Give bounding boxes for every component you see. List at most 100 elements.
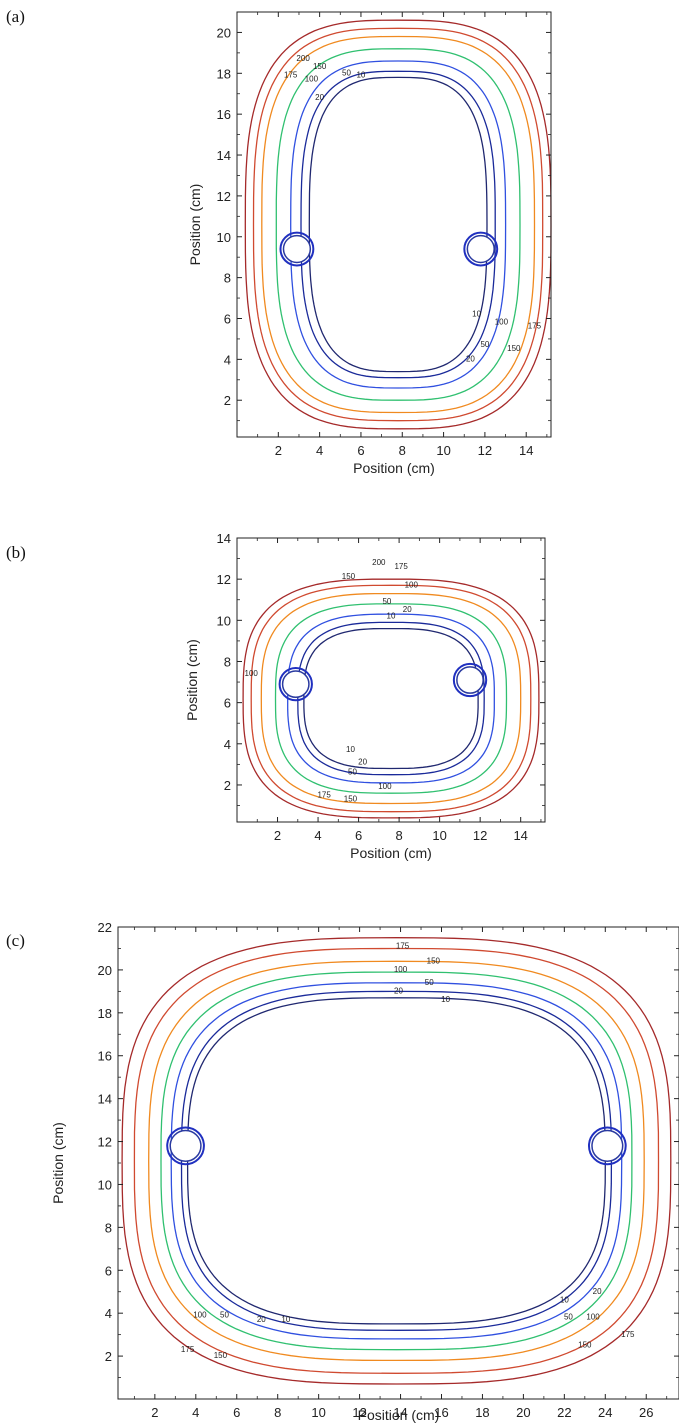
x-tick-label: 12 bbox=[473, 828, 487, 843]
contour-label: 175 bbox=[181, 1345, 195, 1354]
y-tick-label: 8 bbox=[224, 654, 231, 669]
y-tick-label: 6 bbox=[105, 1263, 112, 1278]
contour-line-200 bbox=[121, 937, 672, 1385]
contour-label: 175 bbox=[621, 1330, 635, 1339]
contour-label: 100 bbox=[193, 1310, 207, 1319]
y-tick-label: 14 bbox=[217, 148, 231, 163]
contour-label: 150 bbox=[313, 62, 327, 71]
x-tick-label: 4 bbox=[316, 443, 323, 458]
contour-line-10 bbox=[308, 76, 488, 373]
y-tick-label: 12 bbox=[217, 572, 231, 587]
y-tick-label: 18 bbox=[217, 66, 231, 81]
contour-label: 50 bbox=[348, 768, 357, 777]
marker-ring bbox=[452, 662, 488, 698]
x-tick-label: 8 bbox=[395, 828, 402, 843]
contour-label: 20 bbox=[358, 757, 367, 766]
contour-label: 150 bbox=[344, 794, 358, 803]
x-tick-label: 8 bbox=[399, 443, 406, 458]
contour-line-20 bbox=[180, 990, 613, 1331]
marker-circle bbox=[591, 1129, 624, 1162]
contour-label: 50 bbox=[564, 1313, 573, 1322]
contour-label: 10 bbox=[441, 995, 450, 1004]
panel-label: (b) bbox=[6, 543, 26, 562]
marker-circle bbox=[282, 234, 312, 264]
contour-label: 150 bbox=[427, 956, 441, 965]
x-tick-label: 20 bbox=[516, 1405, 530, 1420]
contour-line-100 bbox=[275, 48, 521, 401]
y-tick-label: 10 bbox=[217, 613, 231, 628]
y-tick-label: 2 bbox=[105, 1349, 112, 1364]
contour-label: 150 bbox=[214, 1351, 228, 1360]
contour-label: 100 bbox=[394, 965, 408, 974]
contour-label: 175 bbox=[394, 562, 408, 571]
contour-line-20 bbox=[300, 70, 496, 379]
x-axis-title: Position (cm) bbox=[353, 460, 435, 476]
contour-line-50 bbox=[287, 613, 495, 784]
contour-line-100 bbox=[160, 971, 633, 1351]
contour-label: 50 bbox=[382, 597, 391, 606]
contour-label: 175 bbox=[284, 70, 298, 79]
contour-label: 100 bbox=[245, 669, 259, 678]
x-tick-label: 6 bbox=[233, 1405, 240, 1420]
marker-ring bbox=[279, 231, 315, 267]
marker-circle bbox=[466, 234, 495, 264]
marker-circle bbox=[456, 666, 484, 694]
contour-label: 50 bbox=[220, 1310, 229, 1319]
contour-label: 10 bbox=[472, 309, 481, 318]
contour-label: 10 bbox=[281, 1315, 290, 1324]
x-tick-label: 12 bbox=[478, 443, 492, 458]
y-tick-label: 20 bbox=[98, 963, 112, 978]
x-tick-label: 14 bbox=[519, 443, 533, 458]
y-tick-label: 16 bbox=[217, 107, 231, 122]
y-tick-label: 4 bbox=[224, 352, 231, 367]
y-tick-label: 10 bbox=[98, 1177, 112, 1192]
marker-ring bbox=[463, 231, 499, 267]
x-tick-label: 14 bbox=[393, 1405, 407, 1420]
x-tick-label: 4 bbox=[314, 828, 321, 843]
x-tick-label: 10 bbox=[436, 443, 450, 458]
contour-line-50 bbox=[290, 60, 507, 389]
x-tick-label: 10 bbox=[311, 1405, 325, 1420]
x-tick-label: 2 bbox=[275, 443, 282, 458]
contour-label: 20 bbox=[315, 93, 324, 102]
x-tick-label: 2 bbox=[151, 1405, 158, 1420]
contour-line-200 bbox=[244, 19, 552, 430]
x-tick-label: 18 bbox=[475, 1405, 489, 1420]
y-tick-label: 6 bbox=[224, 696, 231, 711]
y-tick-label: 12 bbox=[217, 189, 231, 204]
y-axis-title: Position (cm) bbox=[50, 1122, 66, 1204]
y-tick-label: 22 bbox=[98, 920, 112, 935]
y-tick-label: 14 bbox=[217, 531, 231, 546]
contour-label: 10 bbox=[387, 611, 396, 620]
x-tick-label: 2 bbox=[274, 828, 281, 843]
x-tick-label: 12 bbox=[352, 1405, 366, 1420]
contour-label: 20 bbox=[257, 1315, 266, 1324]
x-tick-label: 6 bbox=[357, 443, 364, 458]
contour-label: 20 bbox=[394, 987, 403, 996]
x-tick-label: 14 bbox=[513, 828, 527, 843]
contour-label: 100 bbox=[586, 1313, 600, 1322]
panel-label: (c) bbox=[6, 931, 25, 950]
y-tick-label: 12 bbox=[98, 1135, 112, 1150]
x-tick-label: 8 bbox=[274, 1405, 281, 1420]
marker-circle bbox=[169, 1129, 202, 1162]
x-tick-label: 10 bbox=[432, 828, 446, 843]
marker-ring bbox=[166, 1126, 205, 1166]
x-axis-title: Position (cm) bbox=[350, 845, 432, 861]
contour-label: 50 bbox=[342, 68, 351, 77]
contour-label: 150 bbox=[578, 1341, 592, 1350]
x-tick-label: 22 bbox=[557, 1405, 571, 1420]
y-tick-label: 2 bbox=[224, 393, 231, 408]
y-tick-label: 6 bbox=[224, 311, 231, 326]
y-tick-label: 4 bbox=[105, 1306, 112, 1321]
x-axis-title: Position (cm) bbox=[358, 1407, 440, 1423]
contour-line-10 bbox=[186, 997, 606, 1325]
y-tick-label: 10 bbox=[217, 230, 231, 245]
contour-label: 10 bbox=[356, 70, 365, 79]
contour-line-10 bbox=[303, 627, 479, 770]
x-tick-label: 6 bbox=[355, 828, 362, 843]
contour-label: 50 bbox=[480, 340, 489, 349]
x-tick-label: 24 bbox=[598, 1405, 612, 1420]
